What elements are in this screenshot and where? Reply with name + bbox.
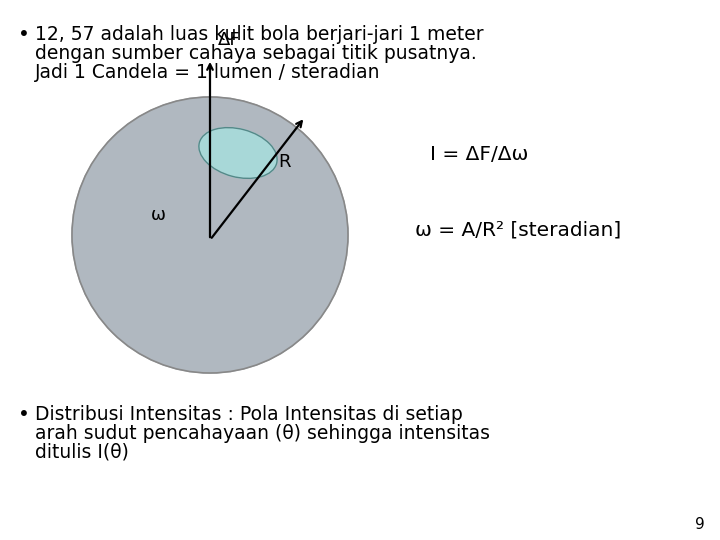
Text: ω = A/R² [steradian]: ω = A/R² [steradian] — [415, 220, 621, 240]
Text: arah sudut pencahayaan (θ) sehingga intensitas: arah sudut pencahayaan (θ) sehingga inte… — [35, 424, 490, 443]
Text: ditulis I(θ): ditulis I(θ) — [35, 443, 129, 462]
Text: ω: ω — [150, 206, 166, 224]
Text: Jadi 1 Candela = 1 lumen / steradian: Jadi 1 Candela = 1 lumen / steradian — [35, 63, 380, 82]
Text: •: • — [18, 405, 30, 424]
Circle shape — [72, 97, 348, 373]
Text: ΔF: ΔF — [218, 31, 240, 49]
Text: I = ΔF/Δω: I = ΔF/Δω — [430, 145, 528, 165]
Text: •: • — [18, 25, 30, 44]
Text: dengan sumber cahaya sebagai titik pusatnya.: dengan sumber cahaya sebagai titik pusat… — [35, 44, 477, 63]
Text: 12, 57 adalah luas kulit bola berjari-jari 1 meter: 12, 57 adalah luas kulit bola berjari-ja… — [35, 25, 484, 44]
Ellipse shape — [199, 127, 277, 178]
Text: 9: 9 — [696, 517, 705, 532]
Text: R: R — [278, 153, 290, 171]
Text: Distribusi Intensitas : Pola Intensitas di setiap: Distribusi Intensitas : Pola Intensitas … — [35, 405, 463, 424]
